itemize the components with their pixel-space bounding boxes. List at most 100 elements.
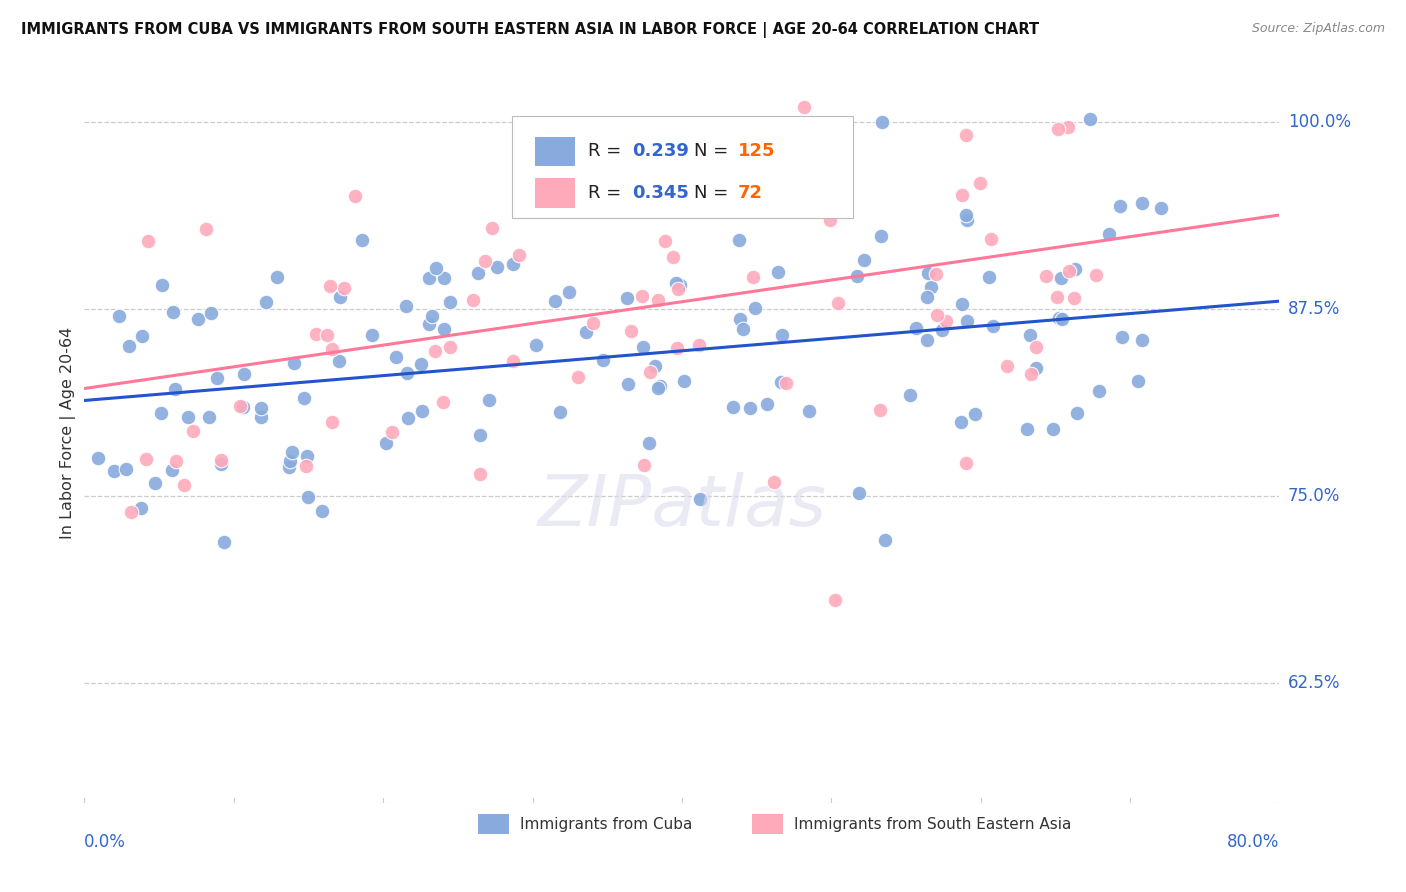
Point — [1025, 361, 1047, 376]
Point — [280, 453, 302, 467]
Point — [209, 452, 232, 467]
Text: R =: R = — [588, 184, 627, 202]
Point — [249, 401, 271, 416]
Text: 62.5%: 62.5% — [1288, 674, 1340, 692]
Point — [162, 304, 184, 318]
Point — [956, 314, 979, 328]
Point — [647, 293, 669, 308]
Point — [200, 306, 222, 320]
Point — [1047, 122, 1070, 136]
Point — [920, 280, 942, 294]
Point — [329, 290, 352, 304]
Point — [396, 411, 419, 425]
Point — [108, 310, 131, 324]
Point — [115, 462, 138, 476]
Point — [581, 186, 603, 201]
Text: 125: 125 — [738, 143, 776, 161]
Point — [904, 321, 927, 335]
Point — [1015, 422, 1038, 436]
Point — [638, 365, 661, 379]
Point — [425, 344, 447, 359]
Point — [103, 464, 125, 478]
Point — [1050, 271, 1073, 285]
Point — [343, 189, 366, 203]
Point — [661, 251, 683, 265]
Point — [763, 475, 786, 490]
Text: N =: N = — [695, 184, 734, 202]
Point — [846, 269, 869, 284]
Point — [775, 376, 797, 390]
Point — [1052, 311, 1074, 326]
Text: 0.345: 0.345 — [631, 184, 689, 202]
Point — [395, 299, 418, 313]
Point — [311, 504, 333, 518]
Point — [917, 266, 939, 280]
Text: Immigrants from Cuba: Immigrants from Cuba — [520, 817, 693, 831]
Point — [433, 271, 456, 285]
Point — [647, 381, 669, 395]
Point — [295, 449, 318, 463]
Text: N =: N = — [695, 143, 734, 161]
Point — [578, 135, 600, 149]
Point — [143, 475, 166, 490]
Point — [281, 445, 304, 459]
Point — [502, 354, 524, 368]
Point — [176, 410, 198, 425]
Point — [1019, 367, 1042, 381]
Point — [567, 370, 589, 384]
Point — [575, 326, 598, 340]
Point — [766, 265, 789, 279]
Point — [1098, 227, 1121, 241]
Point — [295, 459, 318, 474]
Point — [439, 340, 461, 354]
Point — [668, 278, 690, 293]
Point — [665, 277, 688, 291]
Point — [742, 269, 765, 284]
Point — [557, 285, 579, 300]
Point — [502, 257, 524, 271]
Point — [616, 291, 638, 305]
Point — [955, 456, 977, 470]
Point — [1056, 120, 1078, 134]
Point — [481, 221, 503, 235]
Point — [187, 312, 209, 326]
Point — [1042, 422, 1064, 436]
Point — [149, 406, 172, 420]
Point — [197, 409, 219, 424]
Point — [118, 339, 141, 353]
Point — [305, 326, 328, 341]
Point — [1126, 375, 1149, 389]
Text: 0.239: 0.239 — [631, 143, 689, 161]
Point — [411, 358, 433, 372]
Point — [779, 198, 801, 212]
Point — [631, 340, 654, 354]
Point — [898, 388, 921, 402]
Text: R =: R = — [588, 143, 627, 161]
Point — [1057, 264, 1080, 278]
Point — [738, 401, 761, 415]
Point — [548, 405, 571, 419]
Point — [361, 327, 384, 342]
Point — [983, 319, 1005, 334]
Point — [544, 293, 567, 308]
Point — [470, 467, 492, 482]
Point — [949, 415, 972, 429]
Point — [131, 328, 153, 343]
Point — [869, 402, 891, 417]
Point — [873, 533, 896, 548]
Point — [1046, 290, 1069, 304]
Point — [799, 404, 821, 418]
Point — [592, 353, 614, 368]
Point — [1025, 340, 1047, 354]
Point — [396, 367, 419, 381]
Point — [980, 232, 1002, 246]
Point — [728, 312, 751, 326]
Point — [1111, 330, 1133, 344]
Point — [207, 371, 229, 385]
Point — [508, 248, 530, 262]
Point — [848, 486, 870, 500]
Text: 75.0%: 75.0% — [1288, 487, 1340, 505]
Point — [689, 491, 711, 506]
Point — [637, 436, 659, 450]
Point — [1150, 201, 1173, 215]
